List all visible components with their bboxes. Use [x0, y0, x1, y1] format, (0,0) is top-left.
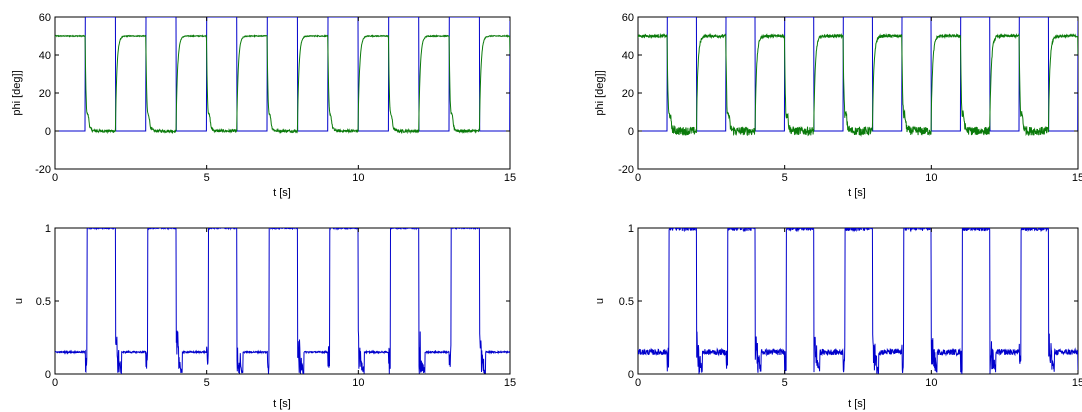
y-tick-label: 20: [39, 88, 51, 100]
x-tick-label: 10: [352, 172, 364, 184]
x-tick-label: 0: [635, 377, 641, 389]
x-tick-label: 5: [204, 172, 210, 184]
panel-bottom-right: 0 5 10 15 0 0.5 1 t [s] u: [594, 223, 1082, 410]
series-group: [55, 228, 510, 374]
y-axis-label: u: [594, 298, 606, 304]
y-tick-label: 60: [39, 12, 51, 24]
y-tick-label: -20: [618, 164, 634, 176]
y-tick-label: 40: [39, 50, 51, 62]
y-tick-label: 0: [628, 369, 634, 381]
series-0-line: [638, 228, 1078, 374]
series-1-line: [638, 32, 1078, 137]
y-tick-label: 1: [628, 223, 634, 235]
x-tick-label: 15: [1072, 377, 1082, 389]
x-axis-label: t [s]: [273, 398, 291, 410]
y-axis-label: phi [deg]]: [594, 70, 606, 115]
x-tick-label: 0: [52, 377, 58, 389]
series-1-line: [55, 34, 510, 135]
x-axis-label: t [s]: [848, 187, 866, 199]
x-tick-label: 0: [635, 172, 641, 184]
y-axis-label: phi [deg]]: [11, 70, 23, 115]
y-tick-label: 40: [622, 50, 634, 62]
x-tick-label: 5: [782, 377, 788, 389]
x-axis-label: t [s]: [273, 187, 291, 199]
y-tick-label: 0: [628, 126, 634, 138]
x-tick-label: 5: [204, 377, 210, 389]
tick-group: 0 5 10 15 0 0.5 1: [619, 223, 1082, 389]
series-0-line: [55, 17, 510, 132]
y-tick-label: 1: [45, 223, 51, 235]
panel-bottom-left: 0 5 10 15 0 0.5 1 t [s] u: [13, 223, 516, 410]
tick-group: 0 5 10 15 0 0.5 1: [36, 223, 516, 389]
series-group: [55, 17, 510, 135]
x-tick-label: 15: [504, 377, 516, 389]
y-tick-label: 0: [45, 126, 51, 138]
x-tick-label: 5: [782, 172, 788, 184]
y-tick-label: -20: [35, 164, 51, 176]
plot-area: [54, 227, 511, 375]
x-tick-label: 15: [1072, 172, 1082, 184]
series-0-line: [55, 228, 510, 374]
y-tick-label: 0.5: [36, 296, 51, 308]
series-group: [638, 228, 1078, 374]
plot-area: [54, 16, 511, 170]
y-axis-label: u: [13, 298, 25, 304]
x-tick-label: 10: [925, 172, 937, 184]
x-tick-label: 0: [52, 172, 58, 184]
y-tick-label: 60: [622, 12, 634, 24]
x-tick-label: 15: [504, 172, 516, 184]
y-tick-label: 20: [622, 88, 634, 100]
x-tick-label: 10: [925, 377, 937, 389]
series-group: [638, 17, 1078, 137]
y-tick-label: 0: [45, 369, 51, 381]
x-tick-label: 10: [352, 377, 364, 389]
x-axis-label: t [s]: [848, 398, 866, 410]
plot-area: [637, 16, 1079, 170]
series-0-line: [638, 17, 1078, 132]
y-tick-label: 0.5: [619, 296, 634, 308]
